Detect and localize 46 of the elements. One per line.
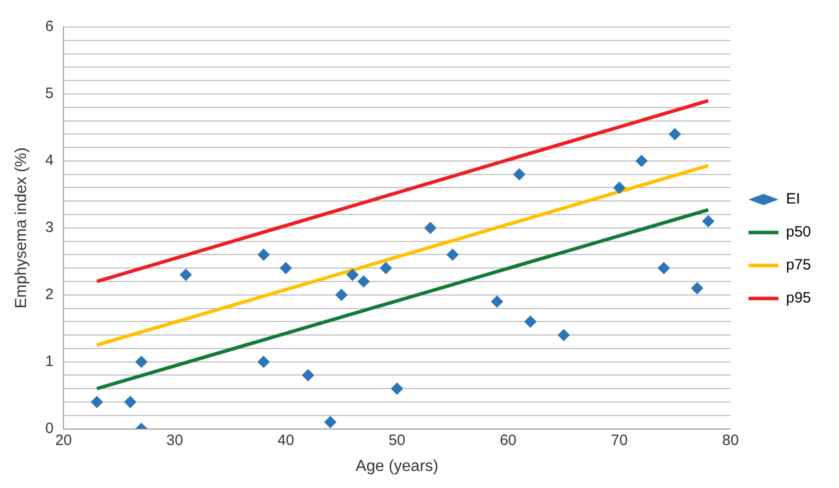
- point: [524, 316, 536, 328]
- point: [391, 382, 404, 395]
- y-tick-label: 2: [45, 286, 54, 304]
- point: [280, 262, 292, 274]
- y-axis-title: Emphysema index (%): [13, 147, 30, 308]
- x-tick-label: 80: [722, 432, 739, 449]
- y-tick-label: 6: [45, 18, 54, 36]
- point: [702, 215, 714, 228]
- point: [380, 262, 392, 274]
- legend-label: p75: [786, 256, 812, 274]
- point: [135, 356, 148, 368]
- x-tick-label: 40: [278, 432, 294, 449]
- x-tick-label: 20: [55, 432, 72, 449]
- point: [124, 396, 136, 408]
- x-tick-label: 50: [388, 432, 406, 449]
- point: [258, 248, 270, 261]
- point: [636, 154, 648, 167]
- point: [658, 262, 670, 274]
- point: [358, 275, 370, 288]
- x-tick-label: 60: [500, 432, 517, 449]
- point: [324, 416, 336, 428]
- point: [90, 396, 103, 408]
- x-tick-label: 70: [610, 432, 628, 449]
- point: [424, 222, 436, 234]
- y-tick-label: 3: [45, 219, 54, 236]
- y-tick-label: 5: [45, 85, 54, 102]
- point: [558, 329, 570, 342]
- point: [513, 168, 526, 180]
- y-tick-label: 4: [45, 152, 54, 170]
- y-tick-label: 1: [45, 352, 54, 370]
- point: [446, 248, 459, 261]
- point: [302, 369, 314, 382]
- point: [491, 296, 504, 308]
- point: [346, 268, 359, 281]
- point: [335, 288, 348, 301]
- legend-label: p50: [786, 224, 812, 241]
- point: [613, 182, 626, 194]
- legend-label: EI: [786, 190, 800, 208]
- point: [668, 128, 681, 140]
- point: [258, 356, 270, 368]
- y-tick-label: 0: [45, 420, 54, 437]
- legend-label: p95: [786, 290, 812, 307]
- x-tick-label: 30: [166, 432, 184, 449]
- point: [691, 282, 704, 294]
- x-axis-title: Age (years): [356, 458, 438, 475]
- point: [180, 268, 192, 281]
